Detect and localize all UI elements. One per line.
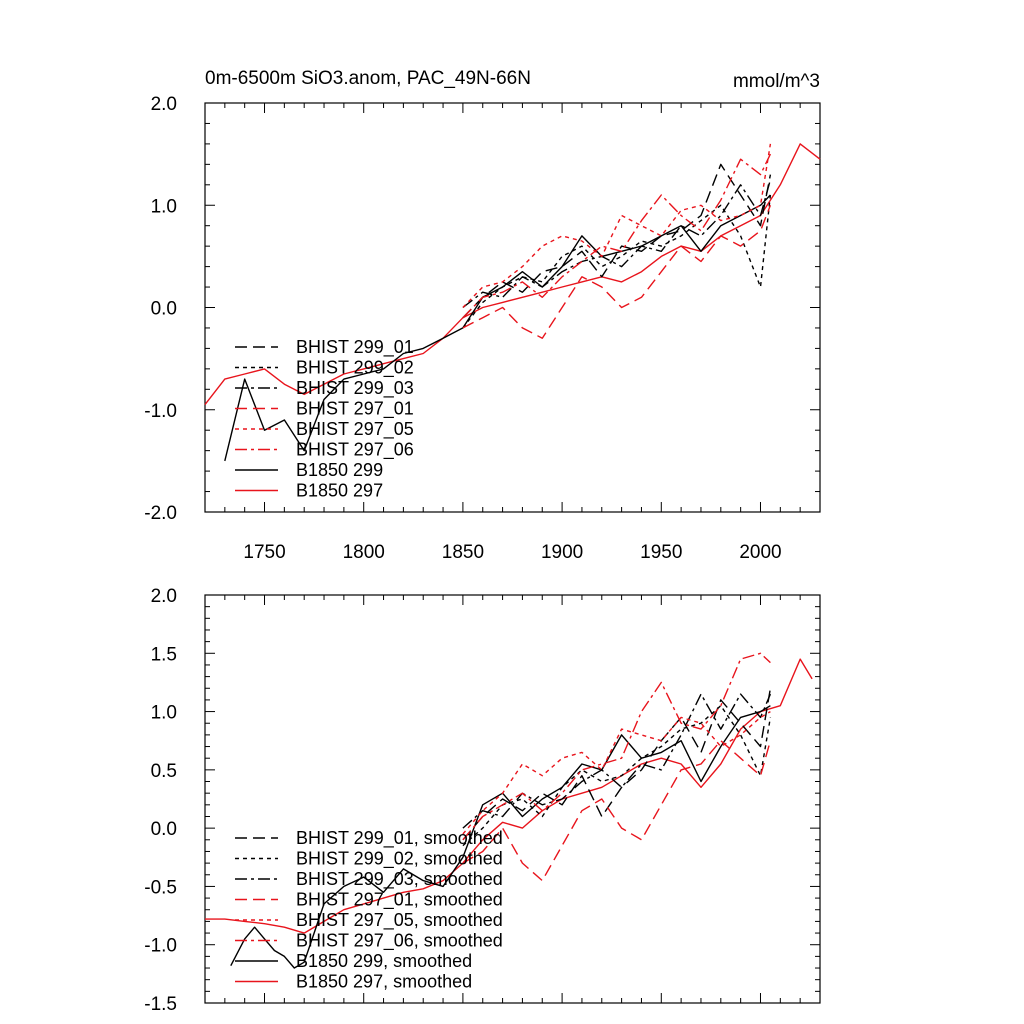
legend-label: B1850 299, smoothed <box>296 951 472 971</box>
x-tick-label: 1900 <box>541 542 583 563</box>
legend-label: BHIST 297_06 <box>296 440 414 461</box>
y-tick-label: -2.0 <box>144 503 177 524</box>
y-tick-label: -1.5 <box>144 994 177 1015</box>
x-tick-label: 1750 <box>243 542 285 563</box>
x-tick-label: 1800 <box>343 542 385 563</box>
series-line <box>462 740 772 882</box>
y-tick-label: 0.0 <box>151 299 177 320</box>
plot-frame <box>204 594 821 1004</box>
y-tick-label: 1.5 <box>151 644 177 665</box>
series-line <box>230 705 771 969</box>
legend-label: BHIST 299_01 <box>296 337 414 358</box>
y-tick-label: 2.0 <box>151 586 177 607</box>
series-line <box>462 652 771 841</box>
legend-label: BHIST 297_05, smoothed <box>296 910 503 931</box>
legend-label: BHIST 297_01 <box>296 399 414 420</box>
series-line <box>462 205 772 339</box>
y-tick-label: 0.0 <box>151 819 177 840</box>
legend-label: BHIST 297_06, smoothed <box>296 931 503 952</box>
legend-label: BHIST 297_05 <box>296 419 414 440</box>
series-line <box>462 705 772 847</box>
legend-label: BHIST 297_01, smoothed <box>296 890 503 911</box>
y-tick-label: -0.5 <box>144 877 177 898</box>
legend-label: BHIST 299_03 <box>296 378 414 399</box>
series-line <box>462 163 772 319</box>
y-tick-label: 0.5 <box>151 761 177 782</box>
series-line <box>462 688 772 841</box>
legend-label: BHIST 299_02 <box>296 358 414 379</box>
legend-label: BHIST 299_03, smoothed <box>296 869 503 890</box>
x-tick-label: 1850 <box>442 542 484 563</box>
legend-label: B1850 297, smoothed <box>296 972 472 992</box>
series-line <box>462 153 772 319</box>
y-tick-label: 2.0 <box>151 94 177 115</box>
legend-label: BHIST 299_02, smoothed <box>296 849 503 870</box>
series-line <box>462 693 772 829</box>
units-label: mmol/m^3 <box>733 71 820 92</box>
y-tick-label: -1.0 <box>144 936 177 957</box>
series-line <box>462 194 772 329</box>
y-tick-label: 1.0 <box>151 196 177 217</box>
x-tick-label: 2000 <box>739 542 781 563</box>
x-tick-label: 1950 <box>640 542 682 563</box>
bottom-panel: -1.5 -1.0 -0.5 0.0 0.5 1.0 1.5 2.0 BHIST 299_01,… <box>144 586 821 1015</box>
series-line <box>462 143 772 308</box>
y-tick-label: -1.0 <box>144 401 177 422</box>
top-panel: -2.0 -1.0 0.0 1.0 2.0 1750 1800 1850 1900 1950 200… <box>144 94 821 563</box>
chart-title: 0m-6500m SiO3.anom, PAC_49N-66N <box>205 68 531 89</box>
series-line <box>462 710 771 835</box>
legend-label: BHIST 299_01, smoothed <box>296 828 503 849</box>
series-line <box>205 658 813 934</box>
legend-label: B1850 299 <box>296 460 383 480</box>
y-tick-label: 1.0 <box>151 703 177 724</box>
series-line <box>204 143 821 406</box>
series-line <box>462 179 772 309</box>
legend-label: B1850 297 <box>296 481 383 501</box>
